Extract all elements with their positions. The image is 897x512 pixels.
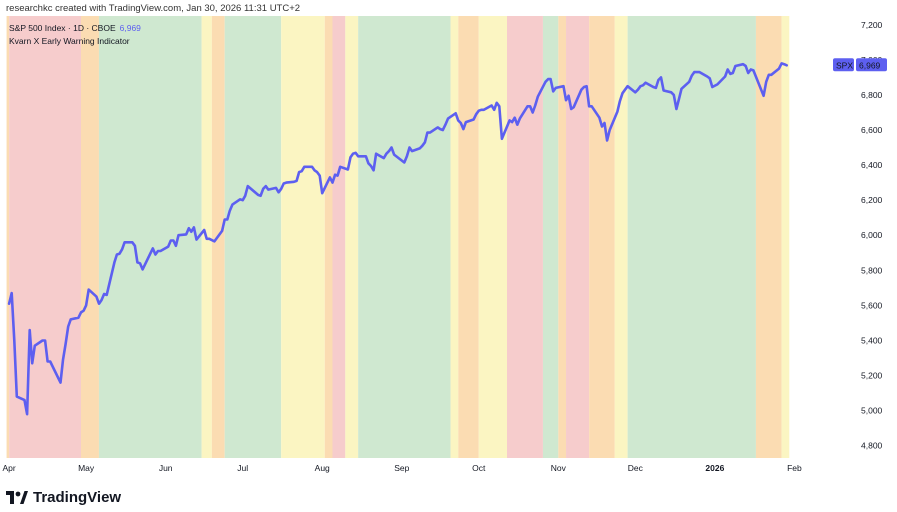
regime-band-red [507,16,543,458]
chart-legend: S&P 500 Index · 1D · CBOE 6,969 Kvarn X E… [9,23,141,46]
regime-band-orange [324,16,333,458]
series-line-spx [7,62,788,416]
y-tick-label: 6,200 [861,195,883,205]
regime-band-orange [589,16,615,458]
price-line-layer [7,62,788,416]
y-tick-label: 5,000 [861,406,883,416]
footer: TradingView [6,489,121,506]
x-tick-label: Apr [3,463,16,473]
legend-last-value: 6,969 [120,23,142,33]
regime-band-orange [80,16,99,458]
price-label-symbol: SPX [836,60,853,70]
regime-band-green [627,16,756,458]
regime-band-red [566,16,590,458]
regime-band-red [332,16,346,458]
legend-indicator-name: Kvarn X Early Warning Indicator [9,36,130,46]
regime-band-green [98,16,202,458]
regime-band-yellow [478,16,508,458]
price-label-value-bg [856,58,887,72]
x-tick-label: Jul [237,463,248,473]
y-axis: 7,2007,0006,8006,6006,4006,2006,0005,800… [861,20,883,451]
y-tick-label: 5,800 [861,265,883,275]
x-axis: Apr May Jun Jul Aug Sep Oct Nov Dec 2026 Feb [3,463,803,473]
legend-symbol-line: S&P 500 Index · 1D · CBOE 6,969 [9,23,141,33]
regime-band-orange [6,16,10,458]
regime-bands [6,16,790,458]
price-label-symbol-bg [833,58,854,72]
y-tick-label: 6,000 [861,230,883,240]
y-tick-label: 5,200 [861,371,883,381]
y-tick-label: 4,800 [861,441,883,451]
regime-band-red [9,16,81,458]
y-tick-label: 6,800 [861,90,883,100]
regime-band-orange [558,16,567,458]
y-tick-label: 5,400 [861,335,883,345]
x-tick-label: Dec [628,463,644,473]
y-tick-label: 5,600 [861,300,883,310]
y-tick-label: 7,200 [861,20,883,30]
regime-band-yellow [450,16,459,458]
regime-band-orange [458,16,479,458]
footer-brand-text: TradingView [33,489,122,506]
regime-band-yellow [345,16,359,458]
x-tick-label: Aug [315,463,330,473]
x-tick-label: May [78,463,95,473]
regime-band-green [358,16,451,458]
y-tick-label: 6,400 [861,160,883,170]
x-tick-label: Feb [787,463,802,473]
price-label-value: 6,969 [859,60,881,70]
x-tick-label: Oct [472,463,486,473]
y-tick-label: 6,600 [861,125,883,135]
regime-band-yellow [614,16,628,458]
x-tick-label: Nov [551,463,567,473]
legend-symbol: S&P 500 Index · 1D · CBOE [9,23,116,33]
x-tick-label: 2026 [705,463,724,473]
regime-band-green [542,16,559,458]
chart-credit-text: researchkc created with TradingView.com,… [6,3,301,14]
x-tick-label: Jun [159,463,173,473]
last-price-label: SPX 6,969 [833,58,887,72]
regime-band-orange [755,16,782,458]
regime-band-yellow [781,16,790,458]
tradingview-logo-icon [6,490,28,504]
regime-band-yellow [281,16,325,458]
regime-band-green [224,16,282,458]
x-tick-label: Sep [394,463,409,473]
